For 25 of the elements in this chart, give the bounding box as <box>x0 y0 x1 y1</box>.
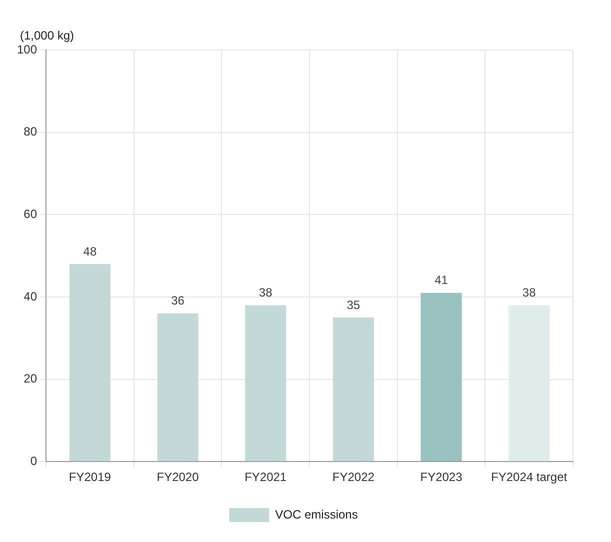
data-label: 41 <box>434 273 448 288</box>
x-tick-label: FY2019 <box>68 470 112 484</box>
y-tick-label: 40 <box>24 289 38 304</box>
y-tick-label: 100 <box>16 42 38 56</box>
x-tick-label: FY2020 <box>156 470 200 484</box>
x-tick-label: FY2021 <box>244 470 287 484</box>
x-tick-label: FY2023 <box>420 470 463 484</box>
bar <box>69 264 110 462</box>
bar <box>157 313 198 462</box>
data-label: 35 <box>346 298 360 312</box>
data-label: 38 <box>258 286 273 300</box>
x-tick-label: FY2024 target <box>491 470 568 484</box>
data-label: 48 <box>83 244 97 258</box>
bar <box>245 305 286 462</box>
y-tick-label: 0 <box>30 454 38 468</box>
legend-label: VOC emissions <box>275 507 358 522</box>
data-label: 36 <box>171 294 185 308</box>
y-tick-label: 20 <box>24 372 38 386</box>
bar <box>420 292 462 462</box>
y-axis-title: (1,000 kg) <box>20 28 74 42</box>
bar <box>332 318 374 462</box>
data-label: 38 <box>522 286 536 300</box>
y-tick-label: 80 <box>24 124 38 139</box>
x-tick-label: FY2022 <box>332 470 375 484</box>
y-tick-label: 60 <box>24 206 38 221</box>
